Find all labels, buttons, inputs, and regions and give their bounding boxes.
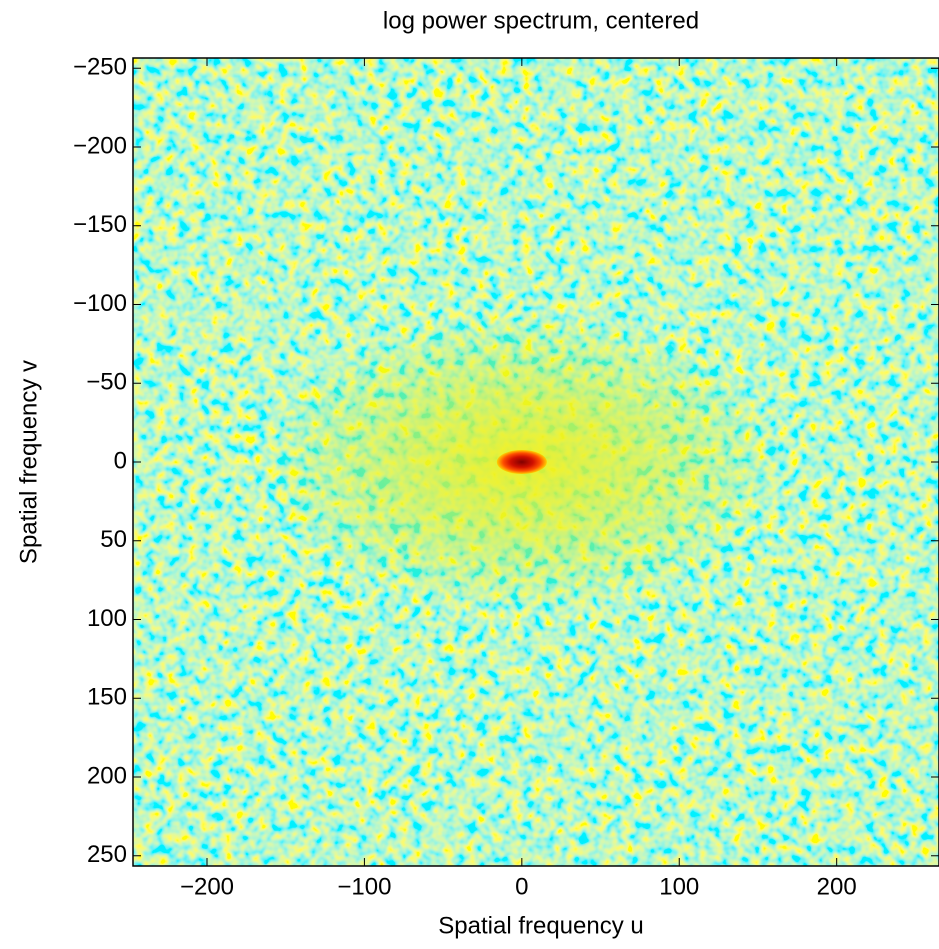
y-axis-label: Spatial frequency v (15, 360, 42, 564)
heatmap-image (133, 58, 939, 866)
y-tick-label: 0 (114, 447, 127, 474)
x-tick-label: −200 (180, 873, 234, 900)
x-tick-label: 100 (659, 873, 699, 900)
y-tick-label: −150 (73, 211, 127, 238)
y-tick-label: −250 (73, 54, 127, 81)
y-tick-label: −200 (73, 132, 127, 159)
y-tick-label: −50 (86, 369, 127, 396)
y-tick-label: −100 (73, 290, 127, 317)
x-tick-label: −100 (337, 873, 391, 900)
x-axis-label: Spatial frequency u (438, 912, 643, 939)
chart-title: log power spectrum, centered (383, 7, 699, 34)
y-tick-label: 250 (87, 841, 127, 868)
x-tick-label: 0 (515, 873, 528, 900)
y-tick-label: 150 (87, 684, 127, 711)
spectrum-peak (496, 450, 547, 474)
y-tick-label: 50 (100, 526, 127, 553)
x-tick-label: 200 (817, 873, 857, 900)
y-tick-label: 100 (87, 605, 127, 632)
y-tick-label: 200 (87, 762, 127, 789)
